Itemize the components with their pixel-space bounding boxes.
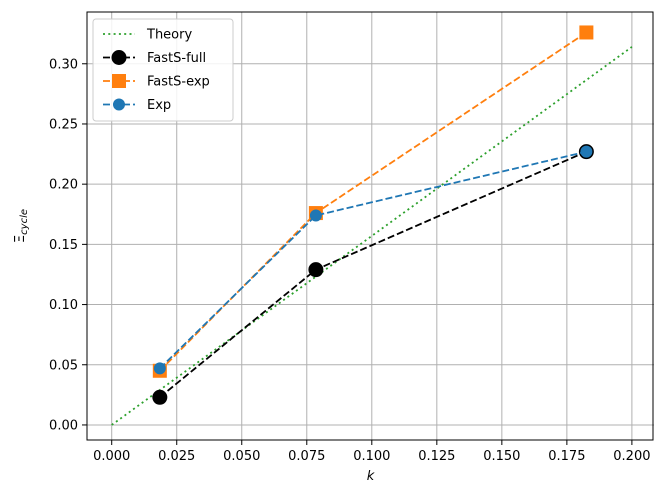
data-point	[308, 262, 324, 278]
legend-item: Theory	[103, 28, 192, 43]
x-tick-label: 0.150	[483, 449, 520, 464]
legend-label: FastS-exp	[147, 75, 210, 90]
data-point	[580, 145, 593, 158]
series-line	[159, 150, 587, 398]
x-tick-label: 0.125	[418, 449, 455, 464]
series-line	[159, 150, 587, 370]
x-tick-label: 0.050	[223, 449, 260, 464]
data-point	[152, 389, 168, 405]
legend-marker	[112, 74, 126, 88]
legend-box	[92, 18, 234, 122]
x-axis: 0.000 0.025 0.050 0.075 0.100 0.125 0.150 0.175…	[93, 440, 651, 464]
y-tick-label: 0.25	[49, 117, 78, 132]
legend-label: FastS-full	[147, 51, 206, 66]
x-tick-label: 0.175	[548, 449, 585, 464]
series-fasts-full	[152, 144, 594, 405]
legend-marker	[113, 98, 125, 111]
legend-item: FastS-full	[103, 50, 206, 66]
series-theory	[111, 46, 633, 426]
legend-marker	[111, 50, 127, 65]
y-tick-label: 0.05	[49, 358, 78, 373]
series-line	[111, 46, 633, 426]
x-tick-label: 0.200	[613, 449, 650, 464]
data-point	[309, 209, 322, 222]
x-tick-label: 0.075	[288, 449, 325, 464]
legend: Theory FastS-full FastS-exp Exp	[92, 18, 234, 122]
series-layer	[111, 25, 633, 426]
x-tick-label: 0.025	[158, 449, 195, 464]
y-tick-label: 0.10	[49, 298, 78, 313]
data-point	[579, 25, 594, 40]
y-tick-label: 0.00	[49, 418, 78, 433]
x-tick-label: 0.100	[353, 449, 390, 464]
legend-item: FastS-exp	[103, 74, 210, 90]
x-tick-label: 0.000	[93, 449, 130, 464]
y-tick-label: 0.30	[49, 57, 78, 72]
y-axis: 0.00 0.05 0.10 0.15 0.20 0.25 0.30	[49, 57, 87, 433]
data-point	[153, 362, 166, 375]
y-axis-label: Ξcycle	[13, 209, 30, 243]
plot-frame	[86, 11, 654, 441]
y-tick-label: 0.15	[49, 238, 78, 253]
legend-label: Theory	[146, 28, 192, 43]
grid	[87, 12, 654, 440]
series-exp	[153, 145, 593, 375]
legend-label: Exp	[147, 98, 171, 113]
legend-item: Exp	[103, 98, 171, 113]
x-axis-label: k	[367, 469, 375, 484]
y-tick-label: 0.20	[49, 178, 78, 193]
